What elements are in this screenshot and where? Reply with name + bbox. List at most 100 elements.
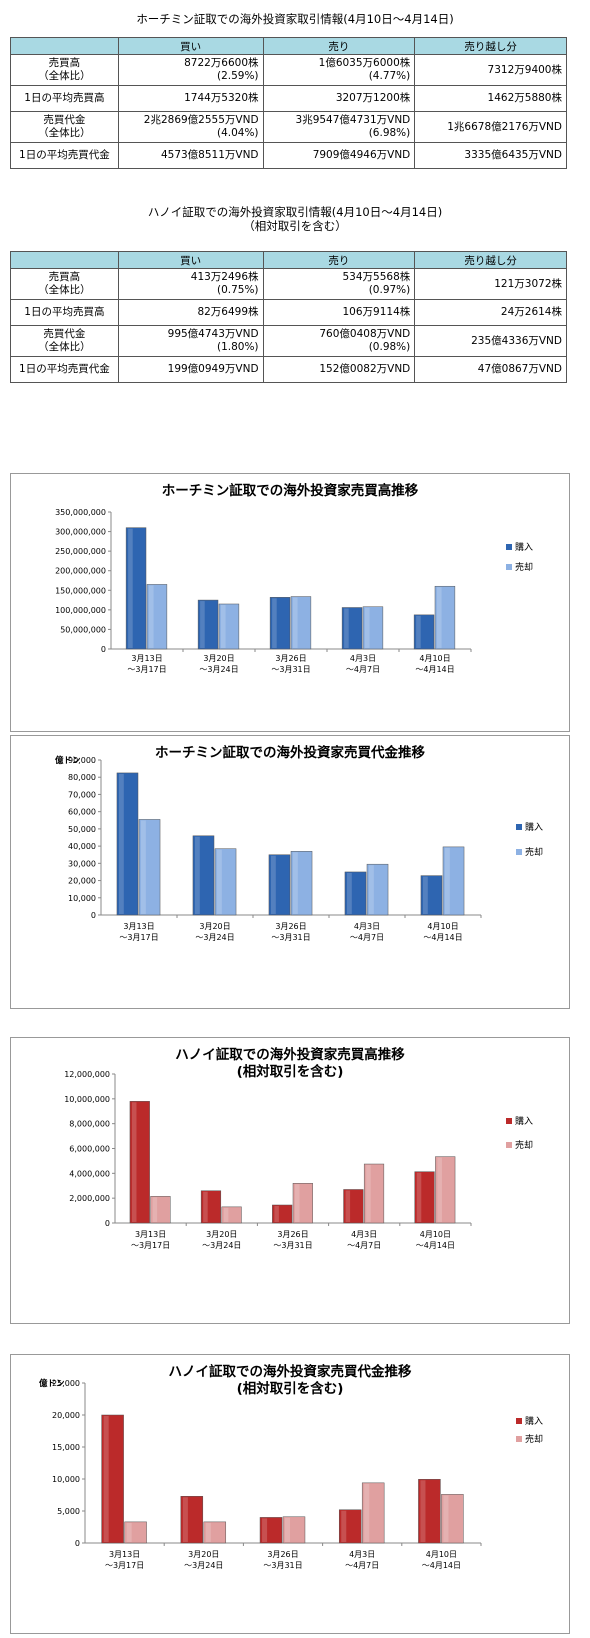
chart-title: ホーチミン証取での海外投資家売買代金推移 (155, 745, 425, 761)
bar-highlight (345, 1190, 351, 1222)
x-tick-label: 3月20日 (188, 1550, 219, 1559)
bar-buy (180, 1496, 204, 1544)
table-row: 1日の平均売買代金 199億0949万VND 152億0082万VND 47億0… (10, 356, 567, 383)
bar-buy (418, 1479, 441, 1544)
y-tick-label: 10,000,000 (64, 1095, 110, 1104)
bar-highlight (285, 1517, 291, 1542)
sell-cell: 152億0082万VND (262, 356, 416, 383)
bar-highlight (221, 604, 226, 648)
x-tick-label: 〜4月7日 (347, 1241, 381, 1250)
bar-buy (259, 1517, 283, 1544)
y-tick-label: 5,000 (57, 1507, 80, 1516)
legend-label: 売却 (515, 1141, 534, 1151)
bar-sell (434, 585, 456, 650)
bar-highlight (416, 615, 421, 648)
bar-buy (341, 607, 363, 650)
x-tick-label: 〜4月14日 (422, 1561, 461, 1570)
y-tick-label: 20,000 (68, 877, 96, 886)
table-row: 売買高 （全体比） 413万2496株 (0.75%) 534万5568株 (0.97… (10, 268, 567, 300)
bar-highlight (293, 597, 298, 648)
y-tick-label: 350,000,000 (55, 508, 106, 517)
legend-label: 購入 (515, 1117, 534, 1127)
table-header-sell: 売り (262, 251, 416, 269)
row-label: 1日の平均売買代金 (10, 356, 119, 383)
legend-swatch (516, 823, 522, 830)
x-tick-label: 〜3月24日 (195, 933, 234, 942)
bar-buy (272, 1204, 293, 1224)
y-tick-label: 10,000 (52, 1475, 80, 1484)
x-tick-label: 3月20日 (203, 654, 234, 663)
bar-highlight (272, 598, 277, 648)
row-label: 売買高 （全体比） (10, 268, 119, 300)
buy-cell: 1744万5320株 (117, 85, 264, 112)
sell-cell: 7909億4946万VND (262, 142, 416, 169)
hn-volume-chart: ハノイ証取での海外投資家売買高推移 (相対取引を含む) 0 2,000,000 4,00… (10, 1037, 570, 1324)
y-tick-label: 100,000,000 (55, 606, 106, 615)
buy-cell: 995億4743万VND (1.80%) (117, 325, 264, 357)
y-unit-label: 億ドン (39, 1379, 65, 1389)
table-row: 売買代金 （全体比） 2兆2869億2555万VND (4.04%) 3兆9547億… (10, 111, 567, 143)
bar-sell (366, 863, 389, 916)
legend-item: 売却 (506, 560, 533, 573)
x-tick-label: 3月13日 (131, 654, 162, 663)
y-tick-label: 70,000 (68, 790, 96, 799)
bar-highlight (131, 1102, 137, 1222)
bar-highlight (152, 1197, 158, 1222)
hcm-table-title: ホーチミン証取での海外投資家取引情報(4月10日〜4月14日) (136, 12, 454, 26)
legend-swatch (516, 1417, 522, 1424)
net-cell: 47億0867万VND (414, 356, 567, 383)
x-tick-label: 4月10日 (419, 654, 450, 663)
table-header-sell: 売り (262, 37, 416, 55)
x-tick-label: 3月26日 (275, 654, 306, 663)
chart-title: ハノイ証取での海外投資家売買代金推移 (相対取引を含む) (168, 1364, 412, 1397)
table-header-net: 売り越し分 (414, 251, 567, 269)
bar-buy (116, 772, 139, 916)
legend-item: 購入 (506, 540, 533, 553)
x-tick-label: 4月3日 (349, 1550, 375, 1559)
bar-highlight (366, 1165, 371, 1222)
bar-buy (192, 835, 215, 916)
net-cell: 235億4336万VND (414, 325, 567, 357)
y-tick-label: 40,000 (68, 842, 96, 851)
buy-cell: 413万2496株 (0.75%) (117, 268, 264, 300)
buy-cell: 4573億8511万VND (117, 142, 264, 169)
bar-highlight (182, 1497, 188, 1542)
bar-buy (197, 599, 219, 650)
row-label: 1日の平均売買代金 (10, 142, 119, 169)
bar-highlight (420, 1480, 426, 1542)
bar-highlight (416, 1172, 422, 1222)
x-tick-label: 4月10日 (420, 1230, 451, 1239)
x-tick-label: 〜3月24日 (199, 665, 238, 674)
chart-plot: 0 10,000 20,000 30,000 40,000 50,000 60,000 70,… (68, 756, 482, 942)
bar-buy (344, 871, 367, 916)
buy-cell: 8722万6600株 (2.59%) (117, 54, 264, 86)
bar-highlight (437, 587, 442, 648)
bar-highlight (369, 865, 374, 914)
bar-highlight (346, 872, 352, 914)
legend-label: 購入 (525, 1417, 544, 1427)
bar-highlight (365, 607, 370, 648)
legend-item: 購入 (506, 1114, 533, 1127)
table-header-buy: 買い (117, 37, 264, 55)
x-tick-label: 3月26日 (275, 922, 306, 931)
bar-sell (362, 606, 384, 650)
bar-sell (221, 1206, 242, 1224)
x-tick-label: 3月20日 (199, 922, 230, 931)
x-tick-label: 〜3月31日 (273, 1241, 312, 1250)
legend-swatch (516, 1435, 522, 1442)
net-cell: 24万2614株 (414, 299, 567, 326)
bar-buy (200, 1190, 222, 1224)
y-tick-label: 12,000,000 (64, 1070, 110, 1079)
bar-highlight (270, 855, 276, 914)
bar-highlight (126, 1522, 132, 1542)
bar-highlight (437, 1157, 442, 1222)
y-tick-label: 30,000 (68, 859, 96, 868)
y-tick-label: 2,000,000 (69, 1194, 110, 1203)
bar-highlight (341, 1510, 347, 1542)
bar-sell (218, 603, 240, 650)
bar-highlight (118, 773, 124, 914)
chart-plot: 0 2,000,000 4,000,000 6,000,000 8,000,000 10,… (64, 1070, 472, 1250)
legend-label: 売却 (525, 848, 544, 858)
y-tick-label: 0 (75, 1539, 80, 1548)
y-tick-label: 0 (101, 645, 106, 654)
